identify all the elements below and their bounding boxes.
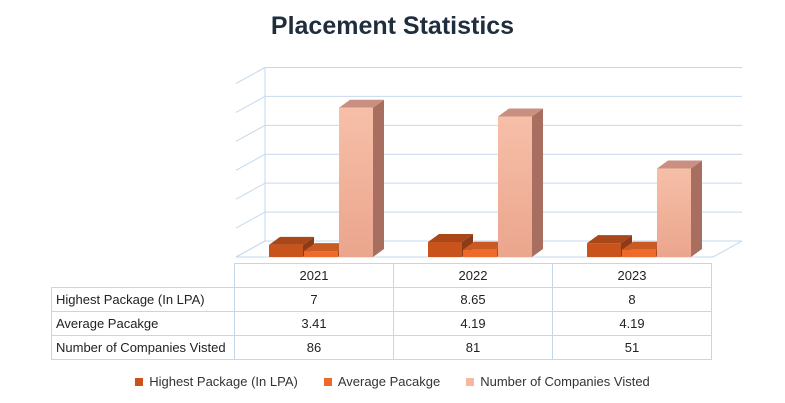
gridline-depth <box>235 67 266 84</box>
data-table-row-highest: Highest Package (In LPA) 7 8.65 8 <box>51 287 712 312</box>
gridline-depth <box>235 182 266 200</box>
category-label: 2021 <box>234 263 394 288</box>
bar-side <box>691 160 702 257</box>
legend-item-average[interactable]: Average Pacakge <box>323 374 441 389</box>
data-table-header-row: 2021 2022 2023 <box>51 263 712 288</box>
legend-label: Number of Companies Visted <box>480 374 650 389</box>
plot-area <box>235 67 743 258</box>
data-cell: 3.41 <box>234 311 394 336</box>
bar-top <box>498 108 543 117</box>
bar-front <box>463 249 497 257</box>
bar-front <box>428 241 462 257</box>
bar-top <box>304 243 349 252</box>
gridline-depth <box>235 153 266 171</box>
data-cell: 7 <box>234 287 394 312</box>
data-table: 2021 2022 2023 Highest Package (In LPA) … <box>51 263 712 360</box>
bar-front <box>304 251 338 257</box>
legend-label: Average Pacakge <box>337 374 441 389</box>
bar-2022-series-0 <box>428 233 473 257</box>
bar-top <box>428 233 473 242</box>
row-label: Highest Package (In LPA) <box>51 287 235 312</box>
legend-item-companies[interactable]: Number of Companies Visted <box>466 374 650 389</box>
bar-top <box>587 235 632 244</box>
bar-side <box>373 99 384 257</box>
data-table-row-average: Average Pacakge 3.41 4.19 4.19 <box>51 311 712 336</box>
bar-2023-series-2 <box>657 160 702 257</box>
legend: Highest Package (In LPA) Average Pacakge… <box>0 374 785 389</box>
bar-2021-series-2 <box>339 99 384 257</box>
bar-2022-series-2 <box>498 108 543 257</box>
gridline-depth <box>235 211 266 229</box>
data-table-row-companies: Number of Companies Visted 86 81 51 <box>51 335 712 360</box>
floor-right-edge <box>712 240 743 258</box>
legend-swatch <box>323 377 332 386</box>
bar-front <box>622 249 656 257</box>
bars <box>269 99 702 257</box>
bar-top <box>657 160 702 169</box>
bar-top <box>269 236 314 245</box>
bar-side <box>532 108 543 257</box>
category-label: 2023 <box>552 263 712 288</box>
data-cell: 8 <box>552 287 712 312</box>
floor-edge <box>235 240 266 258</box>
data-cell: 8.65 <box>393 287 553 312</box>
bar-top <box>339 99 384 108</box>
legend-item-highest[interactable]: Highest Package (In LPA) <box>135 374 298 389</box>
gridline-depth <box>235 95 266 113</box>
bar-top <box>622 241 667 250</box>
data-table-corner <box>51 263 235 288</box>
legend-swatch <box>466 377 475 386</box>
chart-title: Placement Statistics <box>270 12 515 40</box>
bar-front <box>269 244 303 257</box>
data-cell: 86 <box>234 335 394 360</box>
bar-front <box>657 168 691 257</box>
legend-label: Highest Package (In LPA) <box>149 374 298 389</box>
gridline-depth <box>235 124 266 142</box>
legend-swatch <box>135 377 144 386</box>
data-cell: 4.19 <box>393 311 553 336</box>
bar-front <box>587 243 621 257</box>
category-label: 2022 <box>393 263 553 288</box>
bar-front <box>339 107 373 257</box>
bar-front <box>498 116 532 257</box>
data-cell: 4.19 <box>552 311 712 336</box>
data-cell: 81 <box>393 335 553 360</box>
bar-top <box>463 241 508 250</box>
row-label: Average Pacakge <box>51 311 235 336</box>
data-cell: 51 <box>552 335 712 360</box>
row-label: Number of Companies Visted <box>51 335 235 360</box>
